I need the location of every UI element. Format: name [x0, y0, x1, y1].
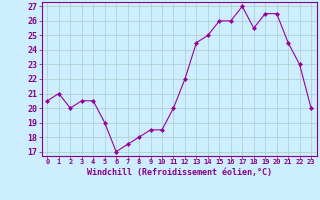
X-axis label: Windchill (Refroidissement éolien,°C): Windchill (Refroidissement éolien,°C): [87, 168, 272, 177]
